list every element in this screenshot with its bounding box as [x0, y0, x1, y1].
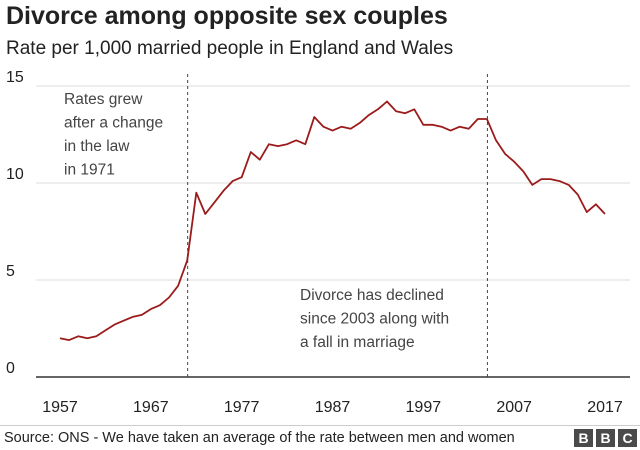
- y-axis-ticks: 0 5 10 15: [6, 69, 24, 377]
- x-tick-label: 2017: [587, 399, 623, 416]
- bbc-logo-letter: B: [574, 429, 593, 447]
- x-tick-label: 1997: [406, 399, 442, 416]
- footer-divider: [0, 425, 640, 426]
- x-axis-ticks: 1957 1967 1977 1987 1997 2007 2017: [42, 399, 623, 416]
- reference-lines: [187, 74, 488, 377]
- x-tick-label: 1967: [133, 399, 169, 416]
- chart-title: Divorce among opposite sex couples: [6, 2, 448, 30]
- bbc-logo-letter: B: [596, 429, 615, 447]
- line-chart: 0 5 10 15 1957 1967 1977 1987 1997 2007 2017 Rate…: [6, 69, 630, 416]
- y-tick-label: 15: [6, 69, 24, 86]
- annotation-text: Rates grew after a change in the law in 197…: [64, 91, 163, 179]
- annotation-text: Divorce has declined since 2003 along wit…: [300, 287, 449, 351]
- y-tick-label: 5: [6, 263, 15, 280]
- bbc-logo: B B C: [574, 429, 637, 447]
- x-tick-label: 1977: [224, 399, 260, 416]
- bbc-logo-letter: C: [618, 429, 637, 447]
- chart-subtitle: Rate per 1,000 married people in England…: [6, 38, 454, 59]
- x-tick-label: 2007: [496, 399, 532, 416]
- gridlines: [36, 85, 630, 378]
- x-tick-label: 1957: [42, 399, 78, 416]
- y-tick-label: 10: [6, 166, 24, 183]
- x-tick-label: 1987: [315, 399, 351, 416]
- series-layer: [59, 100, 606, 342]
- source-note: Source: ONS - We have taken an average o…: [4, 430, 515, 446]
- series-line: [59, 100, 606, 342]
- annotations: Rates grew after a change in the law in 197…: [64, 91, 449, 351]
- y-tick-label: 0: [6, 360, 15, 377]
